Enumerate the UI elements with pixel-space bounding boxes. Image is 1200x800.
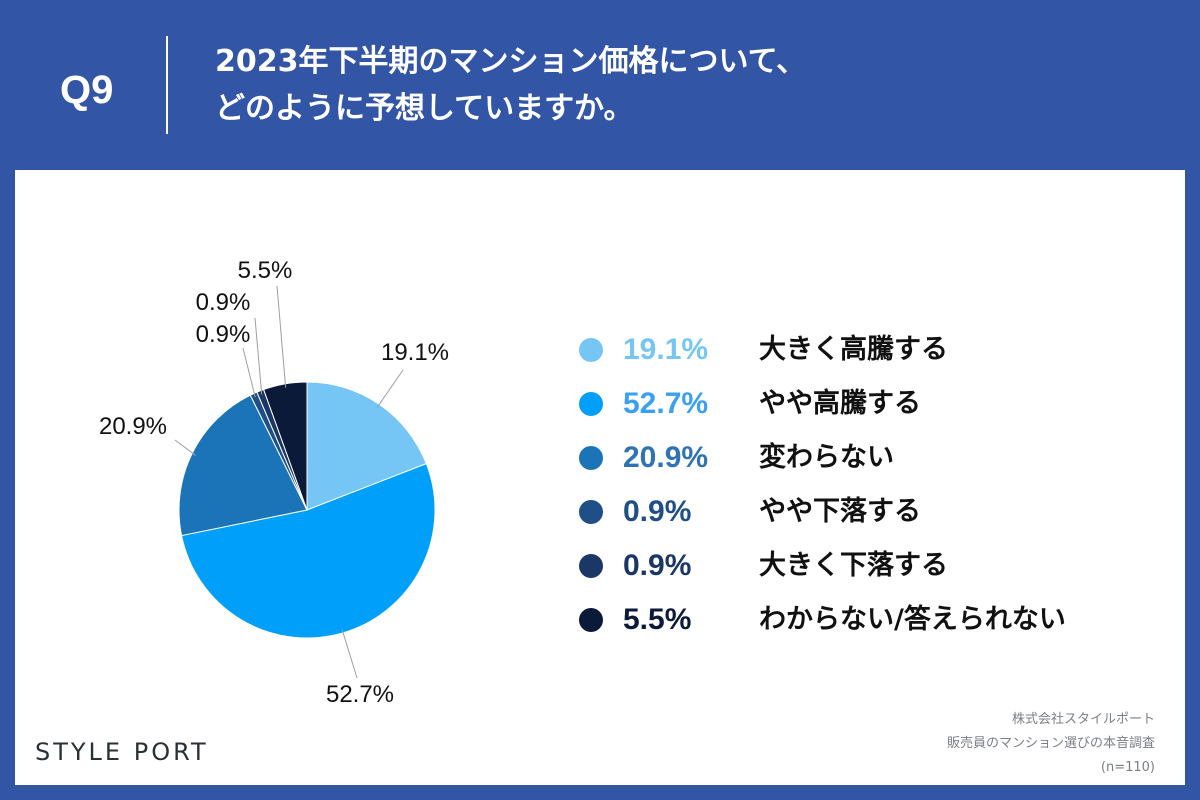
question-title-line-1: 2023年下半期のマンション価格について、 xyxy=(215,44,807,79)
leader-line xyxy=(174,439,196,456)
legend-percentage: 5.5% xyxy=(623,603,692,636)
legend-item: 19.1% 大きく高騰する xyxy=(575,326,1135,380)
pie-data-label: 0.9% xyxy=(196,289,251,316)
pie-data-label: 0.9% xyxy=(196,321,251,348)
legend-swatch xyxy=(579,446,603,470)
chart-card: 19.1% 52.7% 20.9% 0.9% 0.9% 5.5% 19.1% 大きく高騰する… xyxy=(15,170,1185,785)
pie-slice xyxy=(178,394,308,537)
legend: 19.1% 大きく高騰する 52.7% やや高騰する 20.9% 変わらない 0.9% やや下… xyxy=(575,326,1135,650)
question-title: 2023年下半期のマンション価格について、 どのように予想していますか。 xyxy=(215,38,1115,132)
leader-line xyxy=(254,317,263,395)
source-company: 株式会社スタイルポート xyxy=(1011,712,1155,727)
legend-label: 大きく高騰する xyxy=(759,334,948,365)
legend-item: 52.7% やや高騰する xyxy=(575,380,1135,434)
legend-percentage: 52.7% xyxy=(623,387,709,420)
question-title-line-2: どのように予想していますか。 xyxy=(215,91,634,126)
legend-swatch xyxy=(579,554,603,578)
legend-label: 大きく下落する xyxy=(759,550,948,581)
legend-percentage: 0.9% xyxy=(623,549,692,582)
legend-percentage: 19.1% xyxy=(623,333,709,366)
header: Q9 2023年下半期のマンション価格について、 どのように予想していますか。 xyxy=(0,0,1200,170)
header-divider xyxy=(166,36,168,134)
legend-swatch xyxy=(579,500,603,524)
source-sample-size: (n=110) xyxy=(1100,760,1155,775)
legend-swatch xyxy=(579,338,603,362)
legend-label: わからない/答えられない xyxy=(759,604,1066,635)
pie-data-label: 19.1% xyxy=(381,339,449,366)
legend-swatch xyxy=(579,608,603,632)
legend-item: 20.9% 変わらない xyxy=(575,434,1135,488)
pie-chart: 19.1% 52.7% 20.9% 0.9% 0.9% 5.5% xyxy=(99,257,449,708)
legend-item: 0.9% やや下落する xyxy=(575,488,1135,542)
legend-item: 5.5% わからない/答えられない xyxy=(575,596,1135,650)
leader-lines xyxy=(174,285,404,679)
leader-line xyxy=(341,628,358,679)
pie-data-label: 20.9% xyxy=(99,413,167,440)
legend-label: やや高騰する xyxy=(759,388,921,419)
question-number: Q9 xyxy=(60,68,114,112)
legend-label: 変わらない xyxy=(759,442,894,473)
pie-data-label: 52.7% xyxy=(326,681,394,708)
pie-slices xyxy=(178,381,436,639)
legend-percentage: 20.9% xyxy=(623,441,709,474)
legend-percentage: 0.9% xyxy=(623,495,692,528)
legend-swatch xyxy=(579,392,603,416)
leader-line xyxy=(242,347,256,398)
pie-data-label: 5.5% xyxy=(238,257,293,284)
style-port-logo: STYLE PORT xyxy=(35,738,209,766)
leader-line xyxy=(276,285,287,388)
legend-item: 0.9% 大きく下落する xyxy=(575,542,1135,596)
source-note: 株式会社スタイルポート 販売員のマンション選びの本音調査 (n=110) xyxy=(947,708,1155,780)
pie-labels: 19.1% 52.7% 20.9% 0.9% 0.9% 5.5% xyxy=(99,257,449,708)
leader-line xyxy=(376,369,404,408)
legend-label: やや下落する xyxy=(759,496,921,527)
source-survey: 販売員のマンション選びの本音調査 xyxy=(946,736,1155,751)
